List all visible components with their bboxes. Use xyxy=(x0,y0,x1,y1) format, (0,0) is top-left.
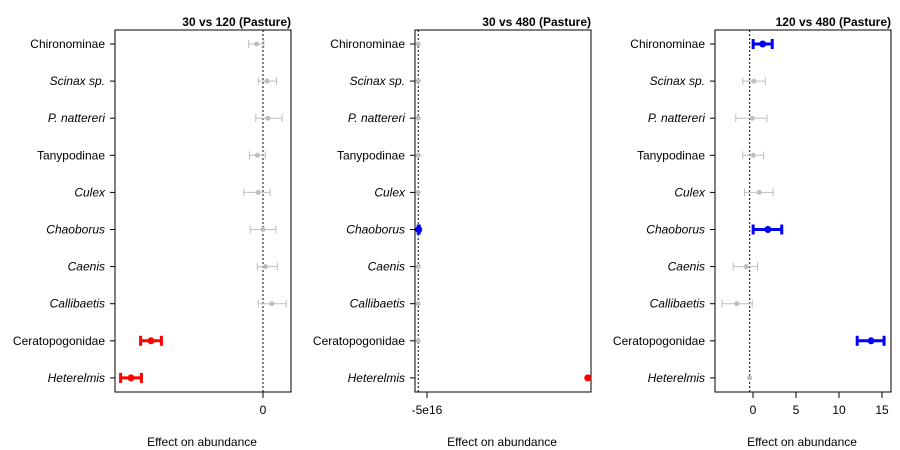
y-tick-label: Culex xyxy=(374,185,406,199)
y-tick-label: Tanypodinae xyxy=(337,148,405,162)
point-estimate xyxy=(751,78,757,84)
point-estimate xyxy=(262,264,268,270)
x-tick-label: 10 xyxy=(832,403,846,417)
plot-frame xyxy=(714,29,892,393)
y-tick-label: Caenis xyxy=(668,260,705,274)
y-tick-label: Callibaetis xyxy=(50,297,105,311)
point-estimate xyxy=(264,78,270,84)
point-estimate xyxy=(747,375,753,381)
plot-frame xyxy=(114,29,292,393)
x-axis-label: Effect on abundance xyxy=(447,435,557,449)
y-tick-label: P. nattereri xyxy=(348,111,405,125)
y-tick-label: Tanypodinae xyxy=(37,148,105,162)
x-tick-label: 0 xyxy=(260,403,267,417)
chart-title: 120 vs 480 (Pasture) xyxy=(776,15,891,29)
y-tick-label: Callibaetis xyxy=(350,297,405,311)
point-estimate xyxy=(584,374,592,382)
y-tick-label: Chironominae xyxy=(330,37,405,51)
point-estimate xyxy=(254,152,260,158)
point-estimate xyxy=(415,152,421,158)
point-estimate xyxy=(734,301,740,307)
point-estimate xyxy=(127,374,135,382)
point-estimate xyxy=(269,301,275,307)
y-tick-label: Heterelmis xyxy=(648,371,705,385)
y-tick-label: Heterelmis xyxy=(48,371,105,385)
x-axis-label: Effect on abundance xyxy=(147,435,257,449)
y-tick-label: Caenis xyxy=(368,260,405,274)
point-estimate xyxy=(415,78,421,84)
y-tick-label: Chaoborus xyxy=(46,223,105,237)
point-estimate xyxy=(743,264,749,270)
panel-3: 120 vs 480 (Pasture) 0 5 10 15 Effect on abun… xyxy=(613,15,892,449)
y-tick-label: Scinax sp. xyxy=(50,74,105,88)
point-estimate xyxy=(415,301,421,307)
point-estimate xyxy=(254,41,260,47)
y-tick-label: Ceratopogonidae xyxy=(313,334,405,348)
plot-frame xyxy=(414,29,592,393)
chart-title: 30 vs 480 (Pasture) xyxy=(482,15,591,29)
y-tick-label: Chaoborus xyxy=(646,223,705,237)
point-estimate xyxy=(749,115,755,121)
x-axis-label: Effect on abundance xyxy=(747,435,857,449)
y-tick-label: Scinax sp. xyxy=(650,74,705,88)
point-estimate xyxy=(260,227,266,232)
point-estimate xyxy=(756,189,762,195)
y-tick-label: Callibaetis xyxy=(650,297,705,311)
point-estimate xyxy=(415,264,421,270)
x-tick-label: -5e16 xyxy=(412,403,443,417)
point-estimate xyxy=(415,41,421,47)
y-tick-label: Culex xyxy=(674,185,706,199)
point-estimate xyxy=(415,115,421,121)
point-estimate xyxy=(750,152,756,158)
x-tick-label: 5 xyxy=(793,403,800,417)
y-tick-label: Chaoborus xyxy=(346,223,405,237)
y-tick-label: Heterelmis xyxy=(348,371,405,385)
y-tick-label: Culex xyxy=(74,185,106,199)
chart-title: 30 vs 120 (Pasture) xyxy=(182,15,291,29)
y-tick-label: Caenis xyxy=(68,260,105,274)
x-tick-label: 15 xyxy=(875,403,889,417)
panel-2: 30 vs 480 (Pasture) -5e16 Effect on abunda… xyxy=(313,15,592,449)
point-estimate xyxy=(147,337,155,345)
point-estimate xyxy=(759,40,767,48)
point-estimate xyxy=(255,189,261,195)
point-estimate xyxy=(764,226,772,233)
y-tick-label: P. nattereri xyxy=(48,111,105,125)
y-tick-label: Scinax sp. xyxy=(350,74,405,88)
point-estimate xyxy=(867,337,875,345)
y-tick-label: Chironominae xyxy=(30,37,105,51)
point-estimate xyxy=(415,226,423,233)
point-estimate xyxy=(415,189,421,195)
point-estimate xyxy=(265,115,271,121)
panel-1: 30 vs 120 (Pasture) 0 Effect on abundance C… xyxy=(13,15,292,449)
point-estimate xyxy=(415,338,421,344)
y-tick-label: Chironominae xyxy=(630,37,705,51)
x-tick-label: 0 xyxy=(750,403,757,417)
y-tick-label: P. nattereri xyxy=(648,111,705,125)
y-tick-label: Ceratopogonidae xyxy=(613,334,705,348)
y-tick-label: Ceratopogonidae xyxy=(13,334,105,348)
y-tick-label: Tanypodinae xyxy=(637,148,705,162)
